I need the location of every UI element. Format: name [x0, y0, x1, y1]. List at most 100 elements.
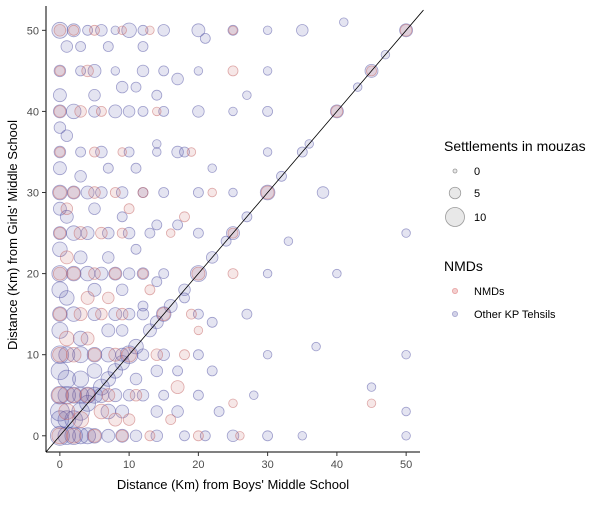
point-nmds [207, 187, 217, 198]
point-other-kp-tehsils [115, 428, 130, 443]
point-nmds [53, 185, 67, 200]
point-other-kp-tehsils [115, 283, 129, 297]
point-other-kp-tehsils [129, 372, 143, 386]
point-other-kp-tehsils [108, 388, 123, 403]
point-other-kp-tehsils [73, 250, 88, 265]
size-legend: Settlements in mouzas 0 5 10 [444, 138, 586, 227]
point-nmds [53, 105, 67, 118]
x-tick-label: 30 [262, 459, 274, 471]
point-other-kp-tehsils [171, 72, 184, 86]
point-nmds [137, 187, 149, 198]
point-other-kp-tehsils [262, 66, 273, 76]
point-other-kp-tehsils [108, 266, 123, 281]
point-nmds [73, 307, 88, 322]
point-nmds [96, 106, 107, 117]
point-other-kp-tehsils [227, 24, 239, 36]
point-other-kp-tehsils [86, 347, 103, 363]
point-other-kp-tehsils [401, 406, 411, 417]
point-other-kp-tehsils [150, 405, 164, 418]
point-other-kp-tehsils [53, 145, 67, 159]
point-other-kp-tehsils [228, 187, 238, 198]
point-other-kp-tehsils [262, 147, 273, 157]
point-other-kp-tehsils [192, 105, 205, 118]
point-other-kp-tehsils [72, 370, 89, 388]
point-other-kp-tehsils [123, 146, 135, 158]
point-other-kp-tehsils [129, 429, 143, 443]
point-other-kp-tehsils [283, 236, 294, 246]
point-nmds [73, 226, 88, 241]
point-other-kp-tehsils [207, 163, 217, 173]
point-nmds [144, 284, 156, 296]
point-nmds [227, 268, 239, 280]
point-other-kp-tehsils [172, 365, 184, 377]
point-nmds [192, 430, 204, 442]
point-other-kp-tehsils [115, 80, 129, 94]
point-other-kp-tehsils [108, 104, 123, 119]
point-nmds [145, 25, 155, 36]
points-layer [50, 17, 414, 446]
size-legend-label: 5 [474, 188, 480, 200]
point-nmds [66, 266, 81, 281]
point-nmds [115, 429, 129, 443]
point-nmds [89, 24, 100, 36]
point-other-kp-tehsils [136, 267, 150, 280]
point-nmds [193, 325, 204, 336]
point-nmds [87, 428, 102, 443]
x-tick-label: 40 [331, 459, 343, 471]
point-other-kp-tehsils [50, 401, 70, 422]
point-other-kp-tehsils [241, 308, 253, 320]
point-other-kp-tehsils [53, 161, 67, 176]
point-other-kp-tehsils [213, 406, 225, 417]
y-tick-label: 40 [27, 106, 39, 118]
point-other-kp-tehsils [158, 389, 170, 401]
point-other-kp-tehsils [296, 24, 309, 37]
point-other-kp-tehsils [110, 25, 121, 36]
point-other-kp-tehsils [60, 129, 74, 142]
point-other-kp-tehsils [53, 201, 67, 216]
point-other-kp-tehsils [401, 350, 411, 360]
point-nmds [88, 267, 101, 280]
point-other-kp-tehsils [66, 185, 81, 200]
x-axis-title: Distance (Km) from Boys' Middle School [117, 477, 349, 492]
point-other-kp-tehsils [401, 228, 411, 238]
point-other-kp-tehsils [108, 307, 123, 322]
point-other-kp-tehsils [88, 202, 101, 215]
point-other-kp-tehsils [297, 431, 308, 441]
x-tick-label: 0 [57, 459, 63, 471]
point-nmds [228, 398, 238, 409]
point-other-kp-tehsils [366, 382, 377, 392]
point-nmds [108, 347, 123, 362]
point-nmds [122, 413, 136, 426]
point-other-kp-tehsils [144, 227, 156, 239]
point-nmds [59, 250, 74, 265]
point-other-kp-tehsils [60, 40, 74, 53]
point-nmds [74, 105, 87, 118]
point-nmds [366, 398, 377, 409]
point-other-kp-tehsils [50, 345, 70, 364]
point-other-kp-tehsils [130, 243, 142, 255]
point-nmds [109, 267, 122, 280]
point-other-kp-tehsils [192, 227, 204, 239]
point-other-kp-tehsils [226, 429, 240, 443]
point-nmds [65, 428, 82, 444]
color-legend-label: Other KP Tehsils [474, 309, 556, 321]
point-nmds [144, 430, 156, 442]
point-other-kp-tehsils [52, 306, 68, 322]
y-tick-label: 20 [27, 269, 39, 281]
point-other-kp-tehsils [75, 146, 86, 158]
point-nmds [54, 146, 66, 158]
point-nmds [53, 226, 67, 240]
y-tick-label: 30 [27, 188, 39, 200]
color-legend-entries: NMDs Other KP Tehsils [451, 286, 556, 321]
point-other-kp-tehsils [332, 268, 342, 279]
point-nmds [137, 268, 149, 280]
point-other-kp-tehsils [122, 267, 136, 280]
y-axis-ticks: 0 10 20 30 40 50 [27, 25, 46, 443]
point-nmds [150, 348, 164, 361]
point-other-kp-tehsils [193, 66, 204, 76]
point-other-kp-tehsils [192, 349, 204, 361]
point-nmds [53, 266, 67, 281]
point-other-kp-tehsils [316, 186, 330, 199]
point-other-kp-tehsils [262, 268, 273, 279]
point-nmds [80, 290, 95, 305]
